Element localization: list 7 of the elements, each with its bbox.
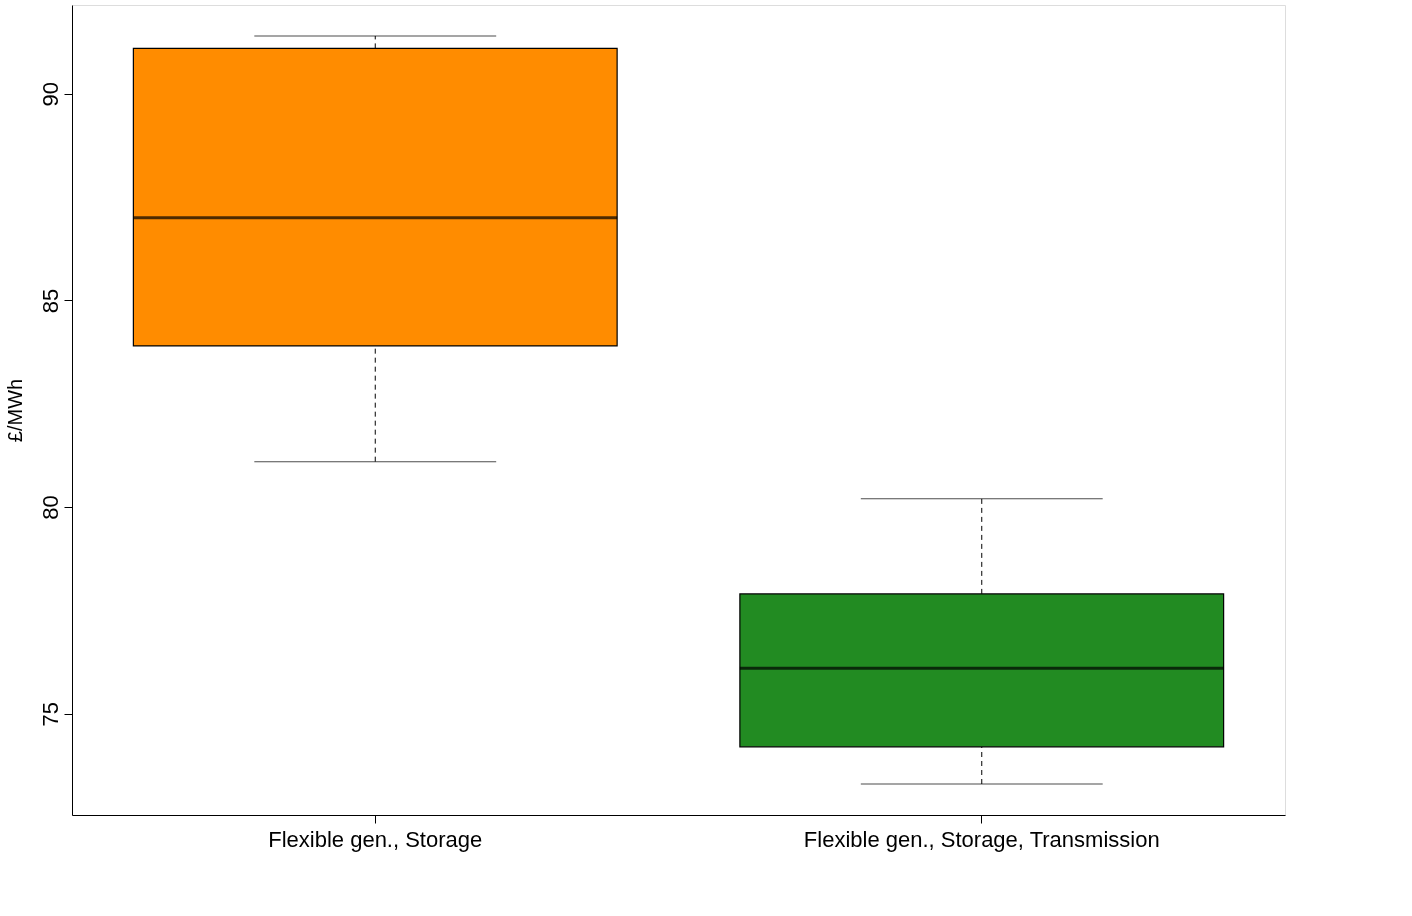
- y-tick-label: 85: [37, 288, 63, 314]
- x-tick-label: Flexible gen., Storage, Transmission: [803, 826, 1160, 852]
- y-tick-label: 80: [37, 495, 63, 520]
- y-tick-label: 90: [37, 82, 63, 107]
- x-tick-label: Flexible gen., Storage: [268, 826, 483, 852]
- y-tick-label: 75: [37, 702, 63, 727]
- y-axis-title: £/MWh: [3, 378, 26, 443]
